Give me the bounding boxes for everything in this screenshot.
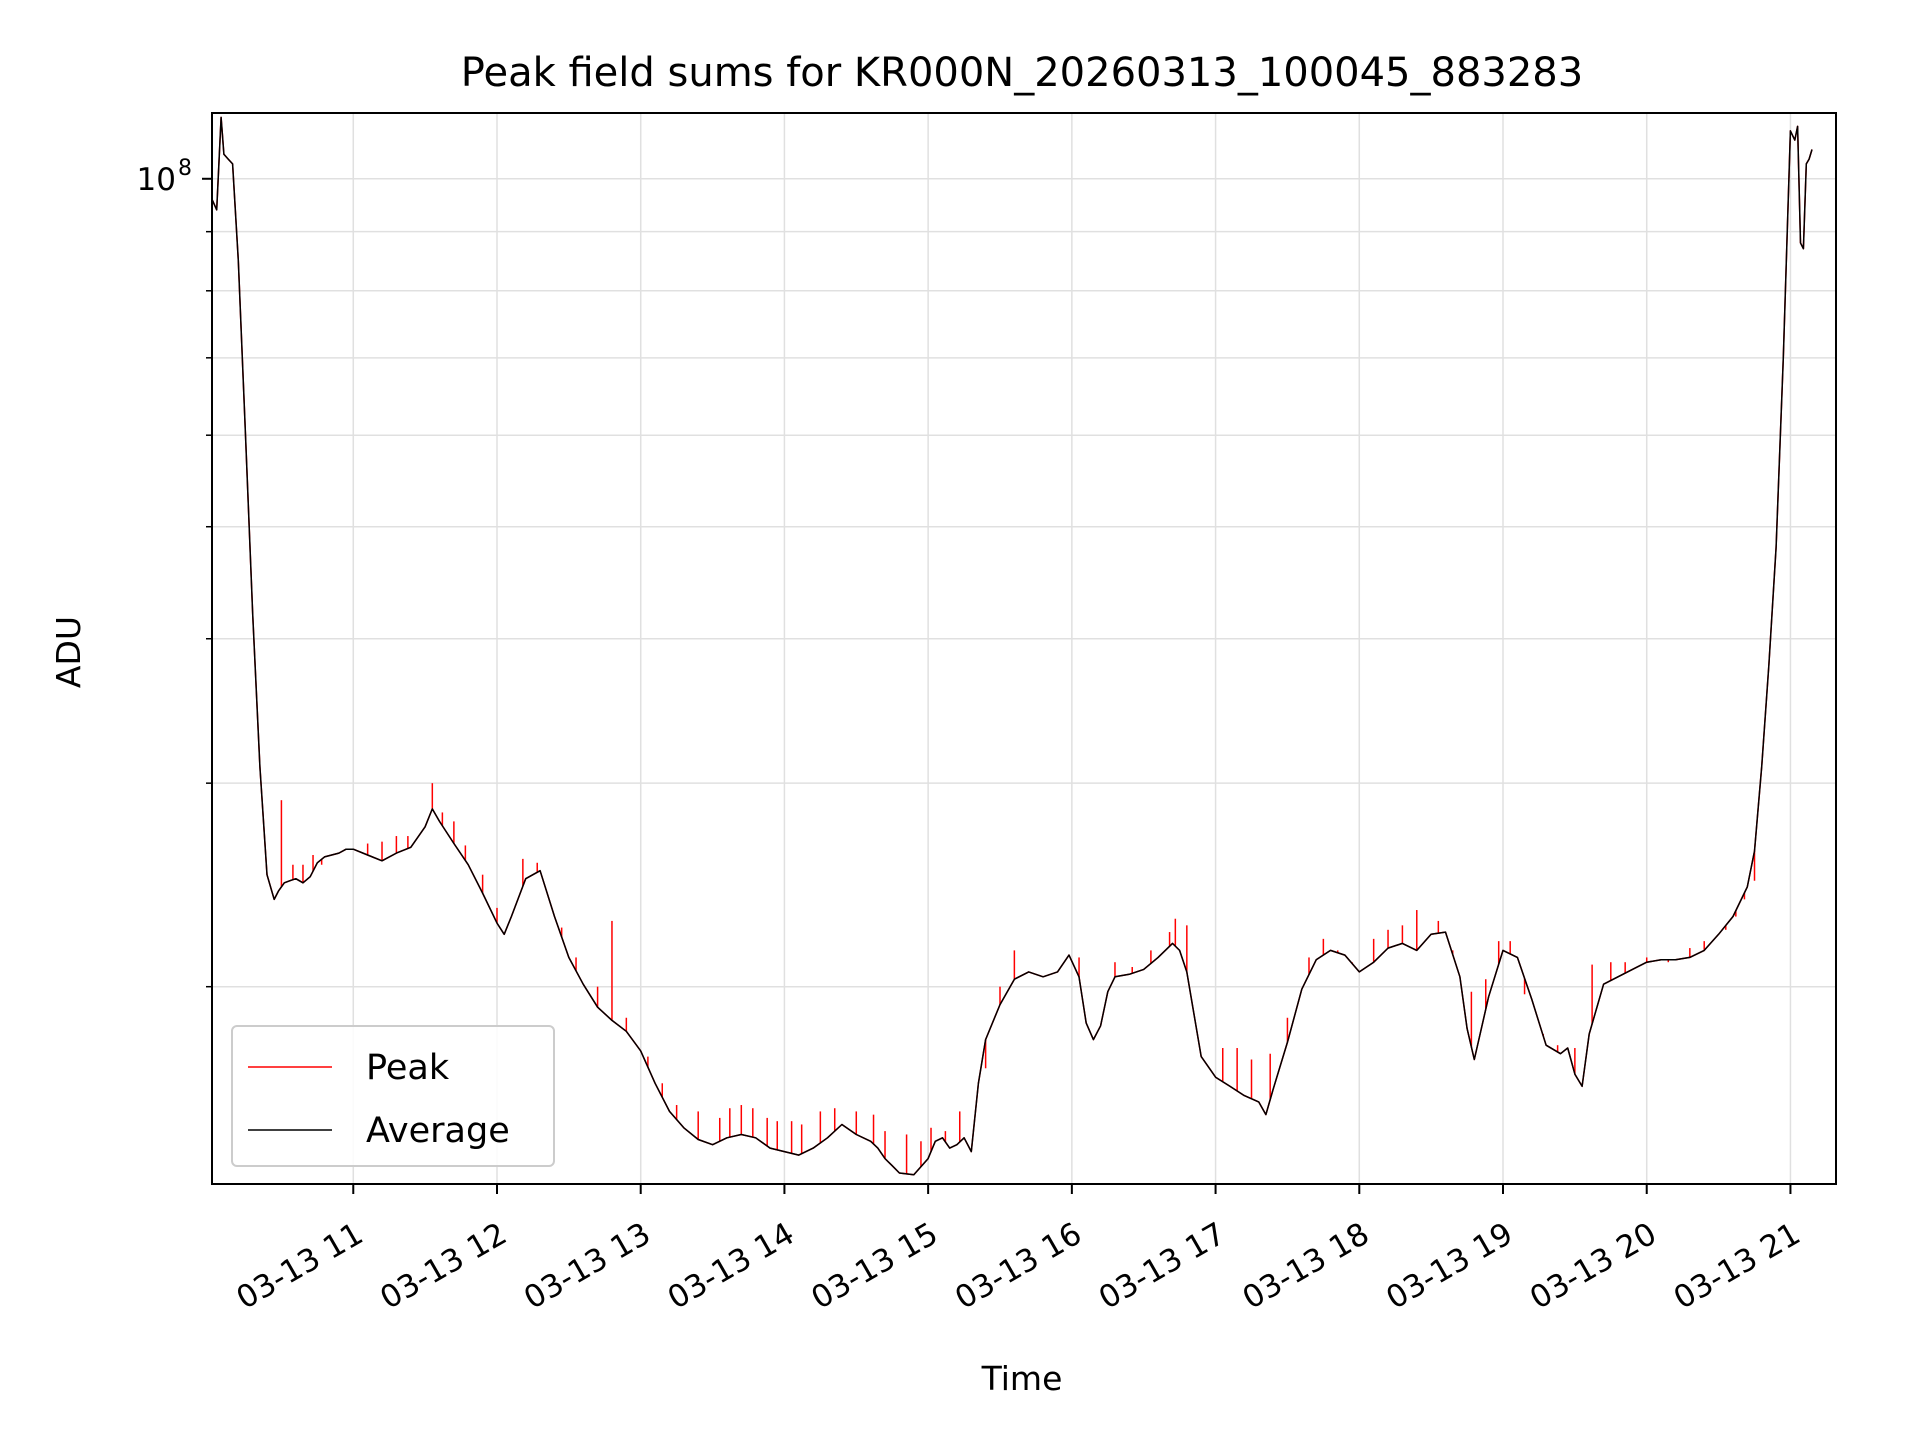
legend: Peak Average	[231, 1025, 555, 1167]
y-axis-title: ADU	[49, 616, 88, 688]
legend-label-average: Average	[366, 1111, 510, 1151]
series-average-line	[211, 116, 1813, 1176]
series-layer	[211, 116, 1813, 1176]
plot-frame	[211, 112, 1837, 1185]
y-tick-exponent: 8	[178, 156, 192, 181]
legend-frame	[231, 1025, 555, 1167]
x-axis-title: Time	[981, 1359, 1063, 1398]
chart-title: Peak field sums for KR000N_20260313_1000…	[461, 50, 1583, 96]
grid	[212, 113, 1836, 1184]
y-tick-label: 10	[137, 162, 176, 198]
legend-label-peak: Peak	[366, 1048, 450, 1088]
